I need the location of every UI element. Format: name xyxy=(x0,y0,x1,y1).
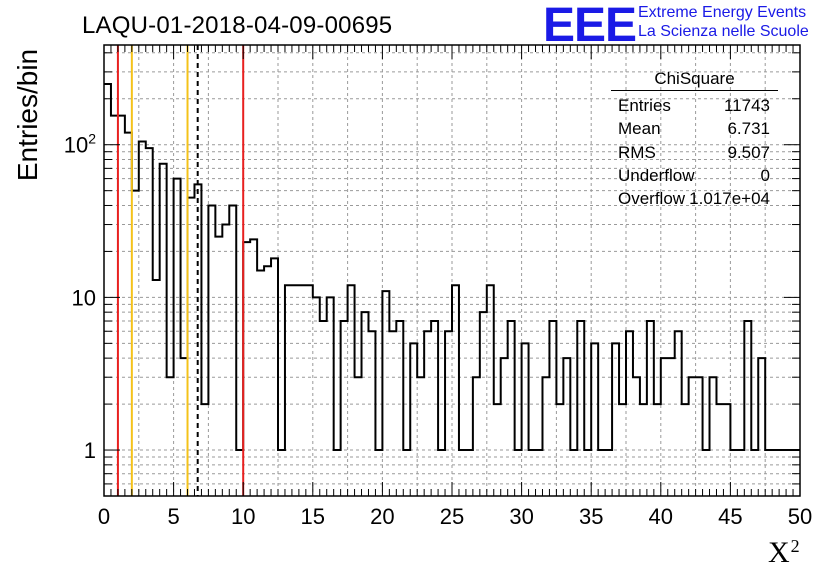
y-tick-label: 10 xyxy=(72,285,96,310)
x-axis-label-base: X xyxy=(768,536,790,569)
stats-label: Underflow xyxy=(618,165,695,185)
x-tick-label: 15 xyxy=(301,504,325,529)
stats-value: 9.507 xyxy=(727,142,770,162)
histogram-outline xyxy=(104,82,800,452)
y-tick-label: 102 xyxy=(64,131,96,158)
stats-row: RMS 9.507 xyxy=(611,141,778,164)
x-tick-label: 20 xyxy=(370,504,394,529)
x-tick-label: 5 xyxy=(167,504,179,529)
x-axis-label-superscript: 2 xyxy=(790,536,800,556)
chart-title: LAQU-01-2018-04-09-00695 xyxy=(82,12,393,39)
stats-label: Entries xyxy=(618,96,671,115)
logo-text: Extreme Energy Events La Scienza nelle S… xyxy=(638,3,809,41)
x-tick-label: 30 xyxy=(509,504,533,529)
stats-value: 0 xyxy=(760,165,770,185)
stats-row: Overflow 1.017e+04 xyxy=(611,187,778,210)
y-axis-label: Entries/bin xyxy=(12,48,43,182)
logo-line-1: Extreme Energy Events xyxy=(638,4,807,21)
stats-label: Overflow xyxy=(618,189,686,209)
stats-row: Mean 6.731 xyxy=(611,117,778,140)
stats-value: 11743 xyxy=(723,96,770,115)
x-axis-label: X2 xyxy=(768,536,800,570)
x-tick-label: 10 xyxy=(231,504,255,529)
stats-value: 1.017e+04 xyxy=(689,189,770,209)
logo-line-2: La Scienza nelle Scuole xyxy=(638,23,809,40)
eee-logo: EEE xyxy=(543,0,637,52)
stats-title: ChiSquare xyxy=(654,69,735,88)
x-tick-label: 40 xyxy=(649,504,673,529)
stats-divider xyxy=(611,90,778,91)
x-tick-label: 50 xyxy=(788,504,812,529)
x-tick-label: 45 xyxy=(718,504,742,529)
stats-label: RMS xyxy=(618,142,656,162)
x-tick-label: 0 xyxy=(98,504,110,529)
stats-row: Entries 11743 xyxy=(611,94,778,117)
x-tick-label: 25 xyxy=(440,504,464,529)
x-tick-label: 35 xyxy=(579,504,603,529)
stats-label: Mean xyxy=(618,119,661,139)
stats-value: 6.731 xyxy=(727,119,770,139)
y-tick-label: 1 xyxy=(84,438,96,463)
stats-row: Underflow 0 xyxy=(611,164,778,187)
stats-box: ChiSquare Entries 11743 Mean 6.731 RMS 9.50… xyxy=(611,69,778,210)
